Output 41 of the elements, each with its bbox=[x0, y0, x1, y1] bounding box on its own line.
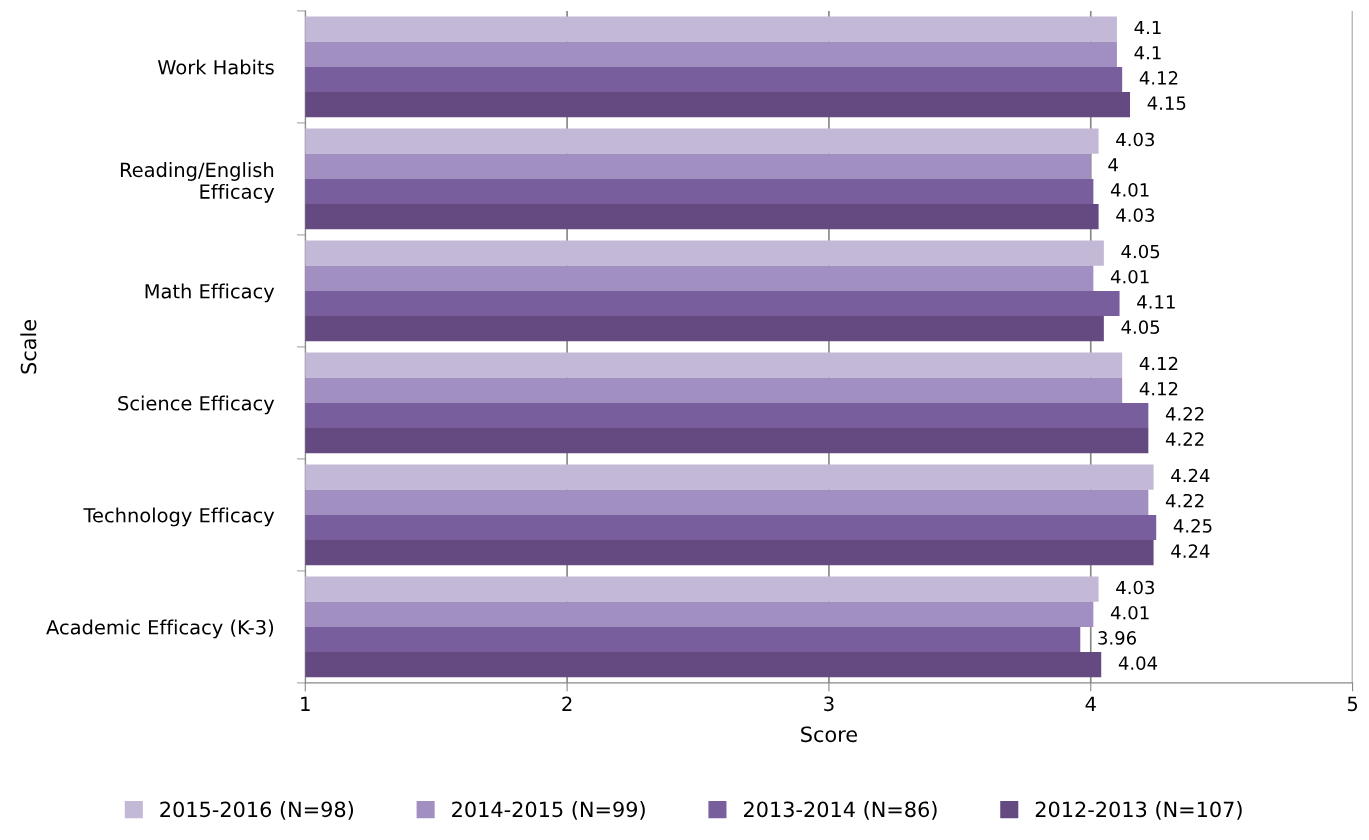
data-label: 4.1 bbox=[1134, 46, 1161, 60]
x-tick-label: 5 bbox=[1347, 696, 1358, 712]
data-label: 4.24 bbox=[1171, 544, 1210, 558]
data-label: 4.22 bbox=[1165, 493, 1204, 508]
data-label: 4.12 bbox=[1139, 356, 1178, 371]
data-label: 4.03 bbox=[1116, 132, 1155, 147]
legend-label: 2013-2014 (N=86) bbox=[743, 801, 937, 820]
data-label: 4.03 bbox=[1116, 580, 1155, 595]
x-axis-title: Score bbox=[801, 726, 857, 743]
x-tick-label: 2 bbox=[562, 696, 572, 711]
data-label: 3.96 bbox=[1098, 631, 1137, 645]
data-label: 4.05 bbox=[1121, 320, 1160, 334]
data-label: 4.01 bbox=[1110, 183, 1149, 197]
data-label: 4.12 bbox=[1139, 381, 1178, 396]
data-label: 4.24 bbox=[1171, 468, 1210, 483]
y-tick-label: Reading/English Efficacy bbox=[120, 162, 275, 203]
data-label: 4.22 bbox=[1165, 432, 1204, 446]
data-label: 4.01 bbox=[1110, 269, 1149, 284]
x-tick-label: 4 bbox=[1085, 696, 1096, 711]
y-tick-label: Math Efficacy bbox=[145, 283, 275, 303]
data-label: 4.04 bbox=[1118, 656, 1158, 670]
data-label: 4.15 bbox=[1147, 96, 1186, 110]
data-label: 4.22 bbox=[1165, 407, 1204, 421]
data-label: 4.25 bbox=[1173, 519, 1212, 533]
y-tick-label: Academic Efficacy (K-3) bbox=[46, 619, 274, 639]
y-tick-label: Science Efficacy bbox=[118, 395, 275, 415]
y-tick-label: Technology Efficacy bbox=[83, 507, 275, 527]
data-label: 4.03 bbox=[1116, 208, 1155, 222]
legend-label: 2015-2016 (N=98) bbox=[160, 801, 353, 820]
x-tick-label: 1 bbox=[301, 696, 310, 711]
data-label: 4 bbox=[1108, 158, 1118, 172]
legend-label: 2012-2013 (N=107) bbox=[1035, 801, 1242, 820]
data-label: 4.1 bbox=[1134, 20, 1161, 35]
data-label: 4.05 bbox=[1121, 244, 1160, 259]
data-label: 4.11 bbox=[1137, 295, 1175, 309]
x-tick-label: 3 bbox=[824, 696, 834, 712]
data-label: 4.01 bbox=[1110, 605, 1149, 620]
y-axis-title: Scale bbox=[20, 320, 37, 374]
data-label: 4.12 bbox=[1139, 71, 1178, 85]
y-tick-label: Work Habits bbox=[157, 59, 274, 75]
legend-label: 2014-2015 (N=99) bbox=[452, 801, 645, 820]
